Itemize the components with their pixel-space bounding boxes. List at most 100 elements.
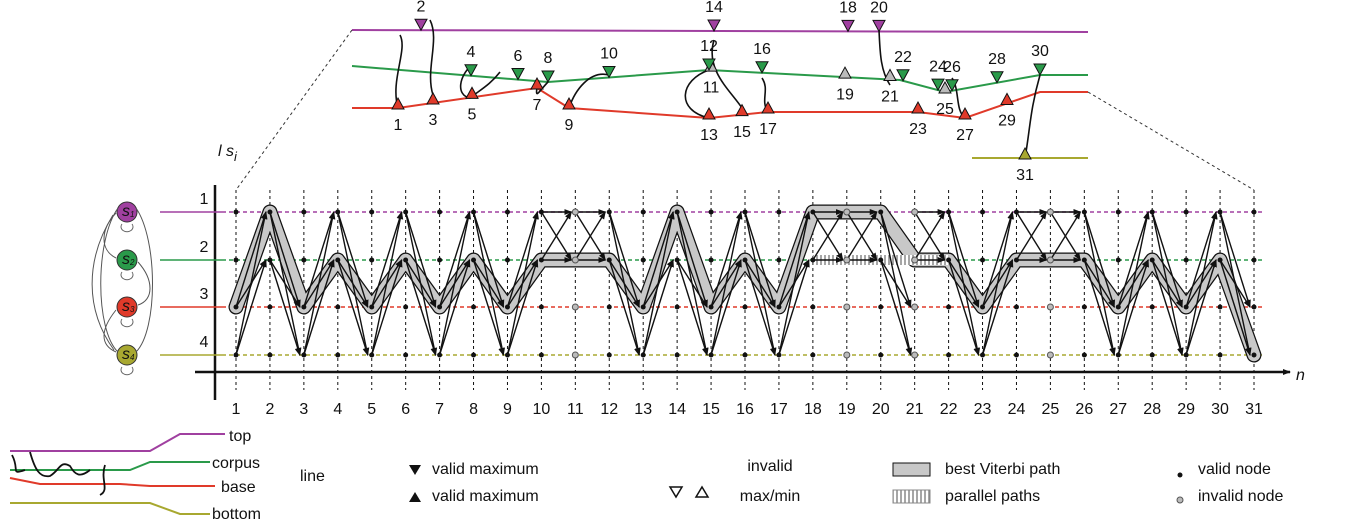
valid-node <box>335 210 340 215</box>
x-tick-label: 7 <box>435 401 444 418</box>
invalid-node <box>844 257 850 263</box>
legend-line <box>10 503 210 514</box>
x-tick-label: 29 <box>1177 401 1195 418</box>
extremum-label: 26 <box>943 59 961 76</box>
invalid-node <box>572 352 578 358</box>
valid-node <box>743 353 748 358</box>
valid-node <box>709 305 714 310</box>
x-tick-label: 11 <box>567 401 584 418</box>
valid-node <box>1184 258 1189 263</box>
valid-node <box>1116 258 1121 263</box>
valid-node <box>1082 258 1087 263</box>
valid-node <box>1150 258 1155 263</box>
invalid-node <box>912 257 918 263</box>
x-tick-label: 30 <box>1211 401 1229 418</box>
extremum-marker <box>736 105 748 116</box>
x-tick-label: 14 <box>668 401 686 418</box>
valid-node <box>1014 258 1019 263</box>
legend-label: valid node <box>1198 461 1271 478</box>
valid-node <box>539 210 544 215</box>
valid-node <box>709 353 714 358</box>
extremum-label: 12 <box>700 38 718 55</box>
valid-node <box>946 210 951 215</box>
x-tick-label: 13 <box>634 401 652 418</box>
x-tick-label: 18 <box>804 401 822 418</box>
extremum-label: 9 <box>565 117 574 134</box>
valid-node <box>1184 210 1189 215</box>
x-tick-label: 9 <box>503 401 512 418</box>
valid-node <box>776 305 781 310</box>
self-loop <box>121 319 133 327</box>
extremum-label: 7 <box>533 97 542 114</box>
legend-line <box>10 478 215 486</box>
valid-node <box>709 258 714 263</box>
extremum-label: 17 <box>759 121 777 138</box>
extremum-label: 21 <box>881 89 899 106</box>
transition <box>677 212 707 307</box>
invalid-node <box>572 257 578 263</box>
extremum-marker <box>392 98 404 109</box>
legend-line <box>10 434 225 451</box>
valid-node <box>810 258 815 263</box>
extremum-label: 27 <box>956 127 974 144</box>
valid-node <box>980 258 985 263</box>
x-axis-label: n <box>1296 367 1305 384</box>
valid-node <box>641 210 646 215</box>
valid-node <box>1252 353 1257 358</box>
extremum-marker <box>842 20 854 31</box>
valid-node <box>980 353 985 358</box>
valid-node <box>1218 305 1223 310</box>
extremum-label: 31 <box>1016 167 1034 184</box>
extremum-label: 3 <box>429 112 438 129</box>
x-tick-label: 3 <box>299 401 308 418</box>
valid-node <box>369 258 374 263</box>
x-tick-label: 4 <box>333 401 342 418</box>
y-tick-label: 3 <box>200 286 209 303</box>
valid-node <box>743 210 748 215</box>
valid-node <box>1218 210 1223 215</box>
valid-node <box>810 353 815 358</box>
valid-node <box>1150 210 1155 215</box>
legend-label: corpus <box>212 455 260 472</box>
valid-node <box>878 210 883 215</box>
valid-node <box>1252 305 1257 310</box>
valid-node <box>335 258 340 263</box>
extremum-marker <box>762 102 774 113</box>
extremum-label: 4 <box>467 44 476 61</box>
x-tick-label: 22 <box>940 401 958 418</box>
extremum-label: 18 <box>839 0 857 17</box>
valid-node <box>810 210 815 215</box>
valid-node <box>403 258 408 263</box>
x-tick-label: 24 <box>1008 401 1026 418</box>
valid-node <box>980 305 985 310</box>
legend-symbol <box>1177 497 1183 503</box>
legend-label: max/min <box>740 488 800 505</box>
valid-node <box>369 353 374 358</box>
x-tick-label: 15 <box>702 401 720 418</box>
self-loop <box>121 224 133 232</box>
x-tick-label: 28 <box>1143 401 1161 418</box>
legend-label: parallel paths <box>945 488 1040 505</box>
extremum-label: 13 <box>700 127 718 144</box>
y-axis-label: l si <box>218 143 238 164</box>
valid-node <box>1150 353 1155 358</box>
invalid-node <box>844 304 850 310</box>
legend-label: invalid node <box>1198 488 1284 505</box>
valid-node <box>505 305 510 310</box>
invalid-node <box>912 352 918 358</box>
zoom-line <box>236 30 352 190</box>
x-tick-label: 16 <box>736 401 754 418</box>
valid-node <box>675 258 680 263</box>
transition <box>881 260 911 307</box>
invalid-node <box>844 209 850 215</box>
valid-node <box>946 258 951 263</box>
legend-line <box>10 462 210 470</box>
invalid-node <box>912 304 918 310</box>
extremum-marker <box>603 66 615 77</box>
trace-line <box>352 30 1088 32</box>
x-tick-label: 12 <box>600 401 618 418</box>
valid-node <box>1116 353 1121 358</box>
valid-node <box>437 305 442 310</box>
extremum-label: 5 <box>468 107 477 124</box>
extremum-label: 20 <box>870 0 888 17</box>
